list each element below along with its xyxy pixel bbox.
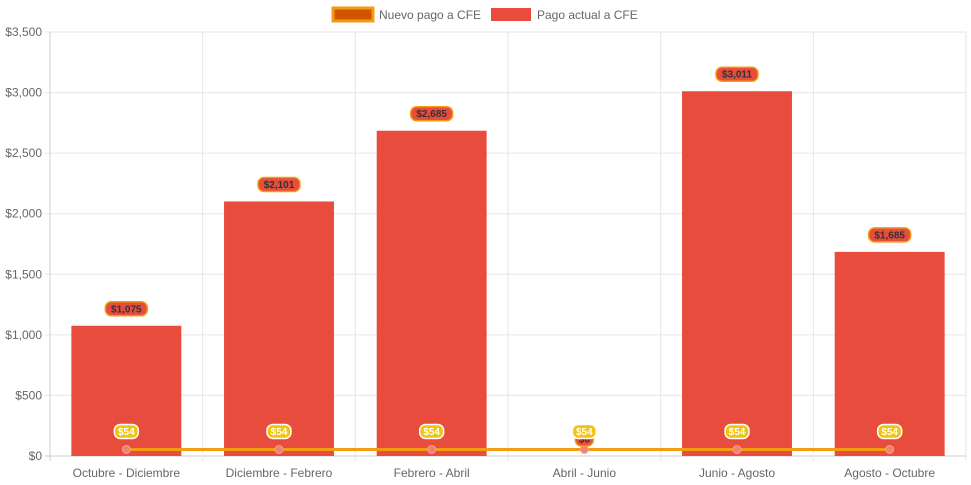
grid <box>45 31 967 461</box>
bar-value-label-bg <box>409 105 454 122</box>
legend-swatch-nuevo[interactable] <box>331 6 375 23</box>
bar[interactable] <box>834 251 945 456</box>
line-value-label-bg <box>876 423 903 440</box>
legend-label-actual[interactable]: Pago actual a CFE <box>537 8 638 22</box>
line-value-label-bg <box>266 423 292 440</box>
y-tick-label: $1,500 <box>5 267 42 281</box>
x-tick-label: Octubre - Diciembre <box>73 466 181 480</box>
line-value-label-bg <box>418 423 445 440</box>
line-value-label-bg <box>113 423 140 440</box>
y-tick-label: $1,000 <box>5 328 42 342</box>
bar-value-label-bg <box>867 227 912 243</box>
bar-value-label: $2,101 <box>264 180 295 191</box>
legend: Nuevo pago a CFE Pago actual a CFE <box>331 6 638 23</box>
y-tick-label: $3,500 <box>5 25 42 39</box>
bar-value-label: $1,075 <box>111 304 142 315</box>
bar-value-label: $1,685 <box>874 230 905 241</box>
y-tick-label: $0 <box>29 449 43 463</box>
bar[interactable] <box>682 91 792 456</box>
line-point[interactable] <box>885 444 895 454</box>
bar-value-label-bg <box>257 176 301 193</box>
line-series <box>121 444 895 454</box>
line-value-label: $54 <box>729 427 746 438</box>
y-tick-label: $2,500 <box>5 146 42 160</box>
bar-value-label: $0 <box>579 435 591 446</box>
legend-swatch-actual[interactable] <box>491 8 531 21</box>
line-value-label: $54 <box>881 427 898 438</box>
line-point[interactable] <box>274 444 284 454</box>
line-value-label: $54 <box>576 427 593 438</box>
x-tick-label: Febrero - Abril <box>394 466 470 480</box>
x-tick-label: Junio - Agosto <box>699 466 775 480</box>
y-tick-label: $2,000 <box>5 207 42 221</box>
line-value-label-bg <box>571 423 598 440</box>
line-value-label: $54 <box>271 427 288 438</box>
y-tick-label: $500 <box>15 388 42 402</box>
line-value-label: $54 <box>118 427 135 438</box>
bars <box>71 91 945 456</box>
legend-label-nuevo[interactable]: Nuevo pago a CFE <box>379 8 481 22</box>
line-point[interactable] <box>732 444 742 454</box>
bar-value-label: $2,685 <box>416 109 447 120</box>
bar-value-label-bg <box>104 301 149 317</box>
line-value-label: $54 <box>423 427 440 438</box>
axes: $0 $500 $1,000 $1,500 $2,000 $2,500 $3,000 $3,5… <box>5 25 935 480</box>
bar[interactable] <box>376 130 487 456</box>
x-tick-label: Diciembre - Febrero <box>226 466 333 480</box>
x-tick-label: Agosto - Octubre <box>844 466 935 480</box>
bar[interactable] <box>224 201 334 456</box>
bar-value-label: $3,011 <box>722 70 752 81</box>
line-point[interactable] <box>427 444 437 454</box>
x-tick-label: Abril - Junio <box>553 466 617 480</box>
bar-value-label-bg <box>715 66 759 82</box>
y-tick-label: $3,000 <box>5 86 42 100</box>
data-labels: $1,075 $2,101 $2,685 $0 $3,011 $1,685 $54 $54 $5… <box>104 66 912 447</box>
line-value-label-bg <box>724 423 750 440</box>
line-point[interactable] <box>121 444 131 454</box>
